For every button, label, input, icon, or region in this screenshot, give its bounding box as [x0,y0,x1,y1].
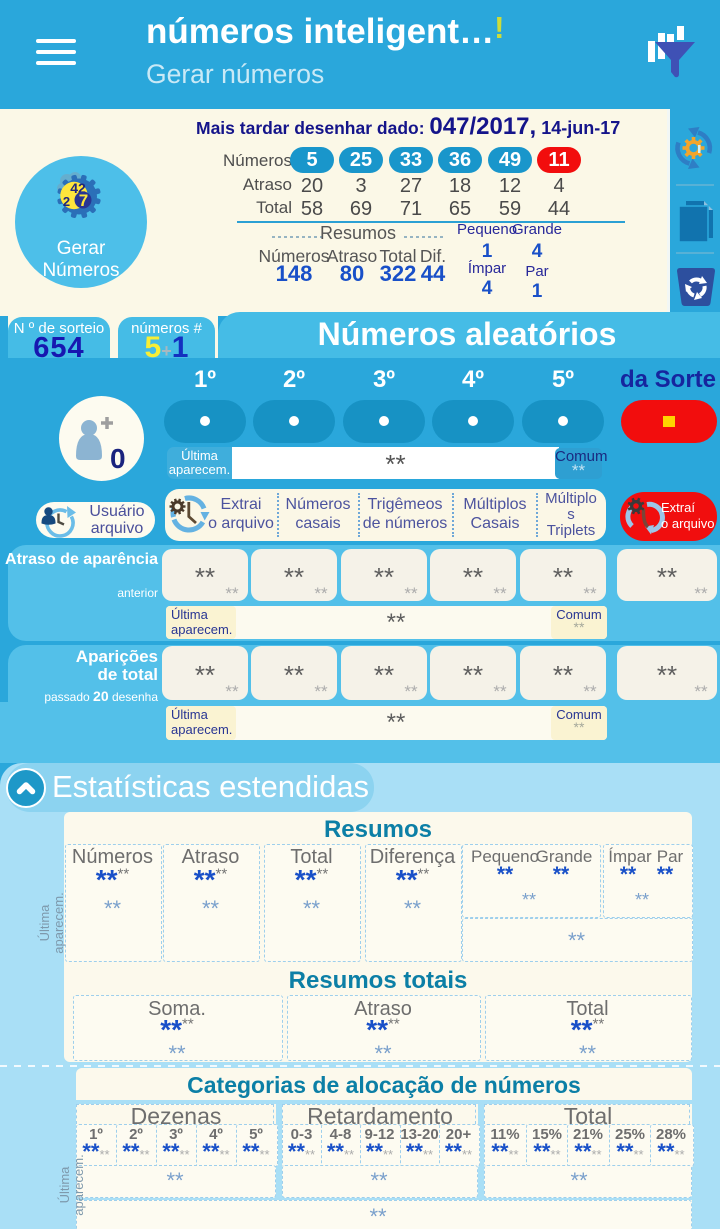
svg-text:7: 7 [79,191,88,210]
svg-text:2: 2 [63,194,70,209]
